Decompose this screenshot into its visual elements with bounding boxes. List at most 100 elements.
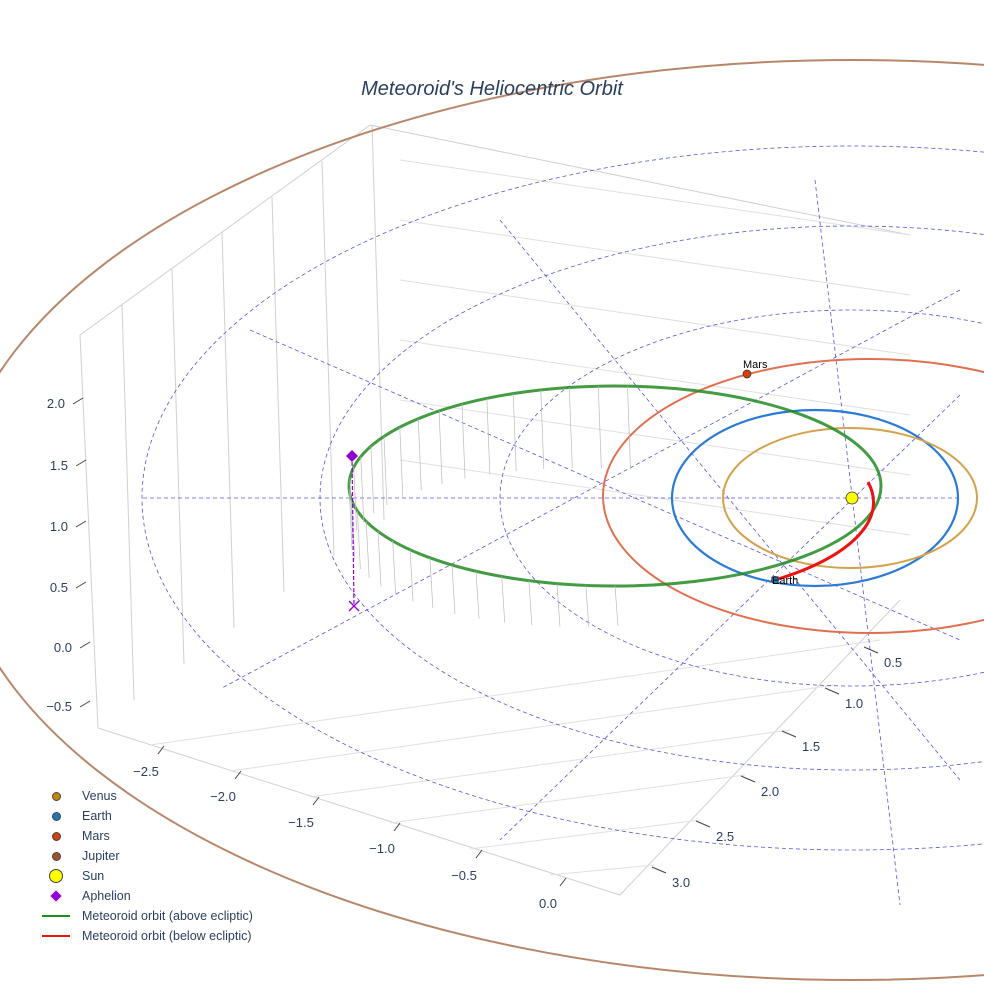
circle-icon [36, 811, 76, 821]
x-axis-tick-label: −2.0 [210, 789, 236, 804]
x-tick-mark [393, 822, 401, 832]
sun-marker [845, 491, 859, 505]
circle-icon [36, 791, 76, 801]
z-tick-mark [72, 397, 84, 405]
chart-title: Meteoroid's Heliocentric Orbit [361, 78, 624, 100]
floor-gridline [389, 774, 746, 824]
jupiter-orbit [0, 59, 984, 981]
drop-line [365, 521, 370, 578]
drop-line [627, 386, 631, 470]
box-edge [619, 599, 901, 896]
wall-gridline [399, 459, 911, 536]
z-axis-tick-label: 0.0 [54, 640, 72, 655]
wall-gridline [121, 304, 135, 701]
legend-item[interactable]: Meteoroid orbit (above ecliptic) [36, 906, 253, 926]
ecliptic-grid-circle [141, 145, 984, 851]
legend-item[interactable]: Aphelion [36, 886, 253, 906]
x-tick-mark [559, 877, 567, 887]
drop-line [540, 389, 545, 469]
z-axis-tick-label: 2.0 [47, 396, 65, 411]
z-tick-mark [75, 520, 87, 528]
legend-label: Aphelion [82, 889, 131, 903]
y-tick-mark [824, 687, 840, 695]
drop-line [475, 571, 480, 619]
wall-gridline [221, 232, 235, 629]
y-axis-tick-label: 2.5 [716, 829, 734, 844]
mars-orbit [602, 358, 984, 634]
drop-line [392, 540, 397, 595]
legend-label: Sun [82, 869, 105, 883]
wall-gridline [399, 219, 911, 296]
drop-line [377, 531, 382, 587]
z-axis-tick-label: −0.5 [46, 699, 72, 714]
legend-item[interactable]: Meteoroid orbit (below ecliptic) [36, 926, 253, 946]
drop-line [438, 410, 443, 485]
wall-gridline [399, 339, 911, 416]
wall-gridline [399, 279, 911, 356]
mars-marker [742, 369, 752, 379]
y-axis-tick-label: 2.0 [761, 784, 779, 799]
earth-label: Earth [772, 575, 798, 587]
drop-line [512, 393, 517, 472]
legend-item[interactable]: Mars [36, 826, 253, 846]
ecliptic-grid-radial [499, 219, 961, 781]
z-axis-tick-label: 0.5 [50, 580, 68, 595]
y-tick-mark [651, 866, 667, 874]
wall-gridline [371, 124, 385, 521]
z-tick-mark [79, 700, 91, 708]
drop-line [614, 585, 619, 627]
floor-gridline [149, 639, 881, 746]
y-tick-mark [863, 646, 879, 654]
aphelion-projection-marker [348, 600, 360, 612]
venus-orbit [722, 427, 978, 569]
line-swatch-icon [36, 935, 76, 937]
y-axis-tick-label: 1.0 [845, 696, 863, 711]
drop-line [429, 557, 434, 609]
drop-line [349, 478, 354, 541]
legend-item[interactable]: Sun [36, 866, 253, 886]
earth-orbit [670, 408, 960, 588]
x-tick-mark [475, 849, 483, 859]
legend: Venus Earth Mars Jupiter Sun Aphelion Meteoroi… [36, 786, 253, 946]
drop-line [353, 467, 358, 532]
legend-label: Earth [82, 809, 112, 823]
drop-line [597, 386, 602, 469]
legend-label: Meteoroid orbit (above ecliptic) [82, 909, 253, 923]
wall-gridline [321, 160, 335, 557]
y-axis-tick-label: 0.5 [884, 655, 902, 670]
z-axis-tick-label: 1.0 [50, 519, 68, 534]
drop-line [568, 387, 573, 469]
legend-label: Meteoroid orbit (below ecliptic) [82, 929, 252, 943]
wall-gridline [399, 159, 911, 236]
aphelion-marker [346, 450, 358, 462]
drop-line [357, 510, 361, 569]
drop-line [383, 436, 388, 505]
z-tick-mark [75, 459, 87, 467]
drop-line [370, 446, 375, 514]
aphelion-drop-line [351, 455, 355, 607]
legend-item[interactable]: Jupiter [36, 846, 253, 866]
drop-line [556, 583, 561, 627]
z-tick-mark [79, 641, 91, 649]
floor-gridline [309, 729, 791, 798]
z-tick-mark [75, 581, 87, 589]
circle-icon [36, 869, 76, 883]
drop-line [409, 549, 414, 602]
diamond-icon [36, 890, 76, 902]
earth-marker [771, 576, 779, 584]
ecliptic-grid-radial [249, 329, 961, 641]
floor-gridline [469, 819, 701, 850]
y-axis-tick-label: 3.0 [672, 875, 690, 890]
legend-item[interactable]: Venus [36, 786, 253, 806]
drop-line [348, 489, 353, 551]
legend-item[interactable]: Earth [36, 806, 253, 826]
box-edge [97, 727, 621, 896]
x-axis-tick-label: −2.5 [133, 764, 159, 779]
ecliptic-grid-radial [499, 394, 961, 841]
wall-gridline [399, 399, 911, 476]
y-tick-mark [740, 775, 756, 783]
box-edge [369, 124, 911, 236]
box-edge [79, 124, 371, 336]
